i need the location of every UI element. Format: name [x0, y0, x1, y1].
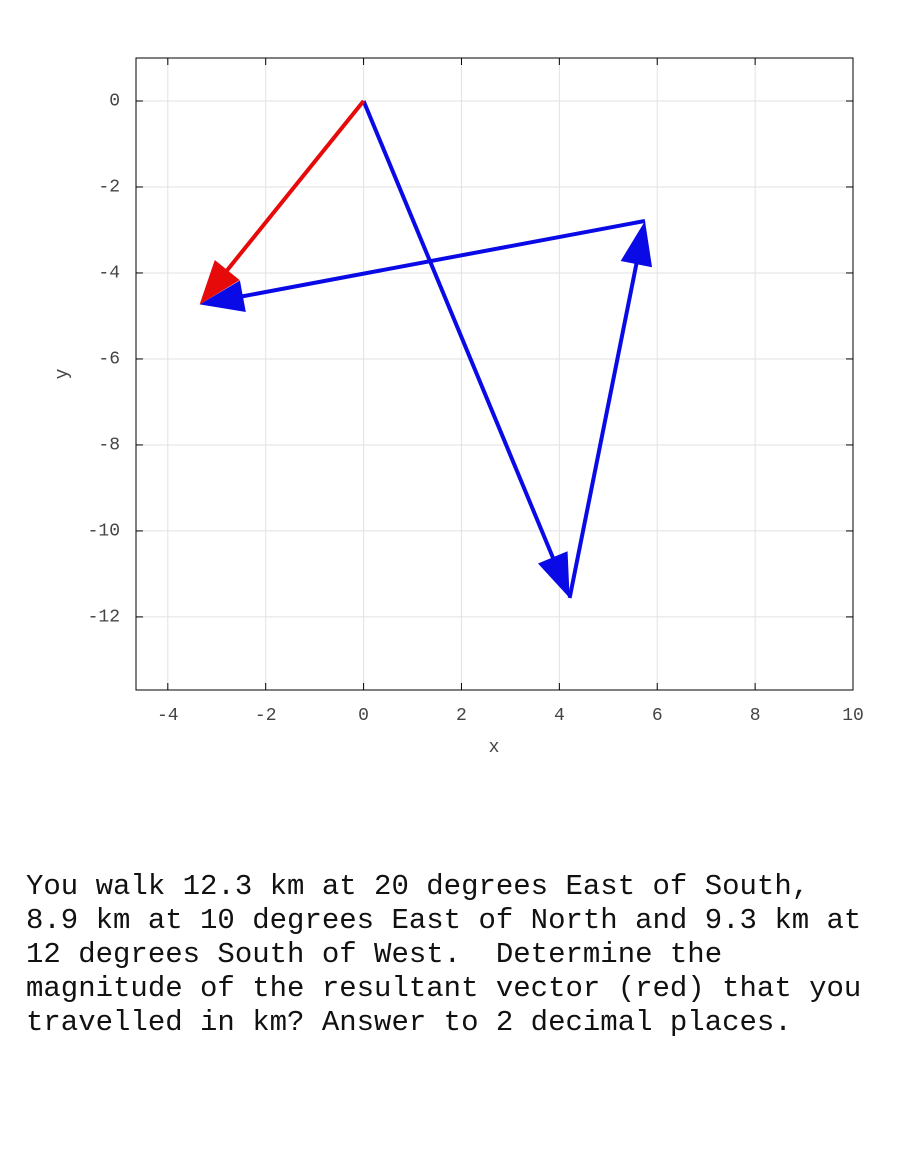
x-axis-label: x: [489, 738, 500, 758]
x-tick-label: 10: [842, 706, 864, 726]
y-tick-label: -6: [98, 350, 120, 370]
question-line: travelled in km? Answer to 2 decimal pla…: [26, 1006, 792, 1039]
vector-shaft: [361, 100, 557, 562]
x-tick-label: 8: [750, 706, 761, 726]
x-tick-label: 6: [652, 706, 663, 726]
vector-shaft: [223, 99, 366, 275]
y-tick-label: -8: [98, 436, 120, 456]
y-tick-label: -2: [98, 178, 120, 198]
x-tick-label: -2: [255, 706, 277, 726]
vector-head: [620, 220, 653, 268]
question-line: 8.9 km at 10 degrees East of North and 9…: [26, 904, 862, 937]
vector-shaft: [238, 218, 646, 299]
plot-frame: [135, 57, 854, 691]
y-axis-label: y: [53, 368, 73, 379]
chart: x y -4 -2 0 2 4 6 8 10 0 -2 -4 -6 -8 -10 -12: [53, 57, 864, 758]
question: You walk 12.3 km at 20 degrees East of S…: [26, 870, 861, 1040]
question-line: magnitude of the resultant vector (red) …: [26, 972, 862, 1005]
x-tick-label: -4: [157, 706, 179, 726]
vector-head: [199, 280, 246, 312]
y-tick-label: 0: [109, 92, 120, 112]
vector-head: [537, 551, 570, 598]
x-tick-label: 0: [358, 706, 369, 726]
question-line: You walk 12.3 km at 20 degrees East of S…: [26, 870, 810, 903]
y-tick-label: -12: [88, 608, 120, 628]
y-tick-label: -10: [88, 522, 120, 542]
question-line: 12 degrees South of West. Determine the: [26, 938, 723, 971]
x-tick-label: 2: [456, 706, 467, 726]
vector-shaft: [567, 259, 640, 599]
x-tick-label: 4: [554, 706, 565, 726]
y-tick-label: -4: [98, 264, 120, 284]
vector-head: [199, 260, 240, 305]
